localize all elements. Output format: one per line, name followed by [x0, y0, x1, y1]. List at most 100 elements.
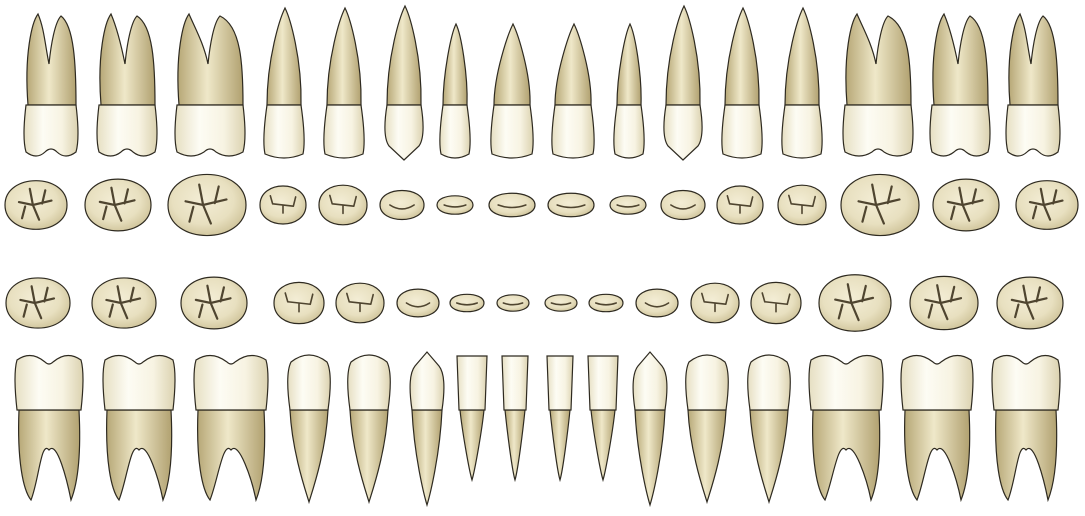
fissure: [857, 183, 901, 225]
upper-tooth-occlusal-4[interactable]: [259, 185, 307, 225]
lower-tooth-occlusal-6[interactable]: [396, 288, 440, 318]
root: [812, 409, 881, 503]
upper-tooth-buccal-2[interactable]: [96, 12, 158, 157]
fissure: [761, 292, 791, 313]
upper-tooth-occlusal-13[interactable]: [777, 184, 827, 226]
lower-tooth-buccal-11[interactable]: [632, 351, 668, 508]
lower-tooth-buccal-7[interactable]: [456, 355, 488, 483]
crown: [685, 354, 729, 411]
lower-tooth-buccal-3[interactable]: [193, 354, 269, 503]
crown: [613, 104, 645, 159]
fissure: [946, 186, 984, 222]
lower-tooth-buccal-13[interactable]: [747, 354, 791, 505]
upper-tooth-buccal-16[interactable]: [1005, 12, 1061, 157]
lower-tooth-buccal-5[interactable]: [347, 354, 391, 505]
upper-tooth-buccal-9[interactable]: [551, 22, 595, 159]
lower-tooth-buccal-4[interactable]: [287, 354, 331, 505]
upper-tooth-occlusal-14[interactable]: [840, 174, 920, 236]
occlusal-surface: [436, 195, 474, 215]
upper-tooth-buccal-5[interactable]: [323, 6, 365, 159]
upper-tooth-occlusal-6[interactable]: [379, 189, 425, 221]
fissure: [19, 285, 56, 320]
upper-tooth-buccal-10[interactable]: [613, 22, 645, 159]
fissure: [497, 204, 527, 209]
lower-tooth-buccal-12[interactable]: [685, 354, 729, 505]
root: [493, 22, 531, 106]
lower-tooth-occlusal-9[interactable]: [544, 294, 578, 312]
fissure: [644, 302, 670, 308]
root: [411, 409, 443, 508]
occlusal-surface: [635, 288, 679, 318]
lower-tooth-occlusal-4[interactable]: [273, 281, 325, 325]
root: [932, 12, 989, 106]
lower-tooth-occlusal-2[interactable]: [91, 277, 157, 329]
upper-tooth-occlusal-8[interactable]: [488, 192, 536, 218]
lower-tooth-occlusal-1[interactable]: [5, 277, 71, 329]
upper-tooth-occlusal-12[interactable]: [716, 185, 764, 225]
lower-tooth-occlusal-3[interactable]: [180, 276, 248, 330]
upper-tooth-buccal-6[interactable]: [384, 4, 424, 161]
upper-tooth-occlusal-1[interactable]: [4, 180, 68, 230]
crown: [193, 354, 269, 411]
lower-tooth-buccal-1[interactable]: [14, 354, 84, 503]
upper-tooth-occlusal-9[interactable]: [547, 192, 595, 218]
lower-tooth-occlusal-12[interactable]: [690, 282, 740, 324]
crown: [546, 355, 574, 411]
upper-tooth-buccal-7[interactable]: [439, 22, 471, 159]
root: [18, 409, 81, 503]
lower-tooth-buccal-8[interactable]: [501, 355, 529, 483]
lower-tooth-occlusal-15[interactable]: [909, 275, 979, 331]
upper-tooth-buccal-15[interactable]: [929, 12, 991, 157]
lower-tooth-buccal-15[interactable]: [900, 354, 974, 503]
lower-tooth-buccal-14[interactable]: [808, 354, 884, 503]
fissure: [670, 204, 696, 210]
root: [554, 22, 592, 106]
root: [266, 6, 302, 106]
root: [504, 409, 526, 483]
upper-tooth-occlusal-15[interactable]: [932, 178, 1000, 232]
upper-tooth-buccal-11[interactable]: [663, 4, 703, 161]
root: [106, 409, 173, 503]
upper-tooth-buccal-3[interactable]: [174, 12, 246, 157]
upper-tooth-occlusal-11[interactable]: [660, 189, 706, 221]
upper-tooth-occlusal-7[interactable]: [436, 195, 474, 215]
root: [590, 409, 616, 483]
upper-tooth-buccal-1[interactable]: [23, 12, 79, 157]
lower-tooth-occlusal-13[interactable]: [750, 281, 802, 325]
root: [326, 6, 362, 106]
upper-tooth-buccal-4[interactable]: [263, 6, 305, 159]
fissure: [105, 285, 142, 320]
lower-tooth-buccal-10[interactable]: [587, 355, 619, 483]
lower-tooth-occlusal-16[interactable]: [996, 276, 1064, 330]
upper-tooth-occlusal-16[interactable]: [1015, 180, 1079, 230]
lower-tooth-occlusal-14[interactable]: [818, 274, 892, 332]
crown: [663, 104, 703, 161]
upper-tooth-occlusal-5[interactable]: [318, 184, 368, 226]
upper-tooth-occlusal-2[interactable]: [84, 178, 152, 232]
root: [665, 4, 701, 106]
upper-tooth-buccal-14[interactable]: [842, 12, 914, 157]
lower-tooth-occlusal-10[interactable]: [588, 293, 624, 313]
occlusal-surface: [544, 294, 578, 312]
crown: [721, 104, 763, 159]
lower-tooth-occlusal-5[interactable]: [335, 282, 385, 324]
lower-tooth-occlusal-7[interactable]: [449, 293, 485, 313]
upper-tooth-occlusal-10[interactable]: [609, 195, 647, 215]
root: [549, 409, 571, 483]
lower-tooth-buccal-16[interactable]: [991, 354, 1061, 503]
lower-tooth-buccal-9[interactable]: [546, 355, 574, 483]
occlusal-surface: [609, 195, 647, 215]
root: [99, 12, 156, 106]
upper-tooth-occlusal-3[interactable]: [167, 174, 247, 236]
lower-tooth-occlusal-8[interactable]: [496, 294, 530, 312]
upper-tooth-buccal-13[interactable]: [781, 6, 823, 159]
crown: [632, 351, 668, 411]
lower-tooth-occlusal-11[interactable]: [635, 288, 679, 318]
upper-tooth-buccal-12[interactable]: [721, 6, 763, 159]
crown: [287, 354, 331, 411]
upper-tooth-buccal-8[interactable]: [490, 22, 534, 159]
fissure: [456, 302, 478, 306]
lower-tooth-buccal-2[interactable]: [102, 354, 176, 503]
lower-tooth-buccal-6[interactable]: [409, 351, 445, 508]
fissure: [616, 204, 640, 208]
